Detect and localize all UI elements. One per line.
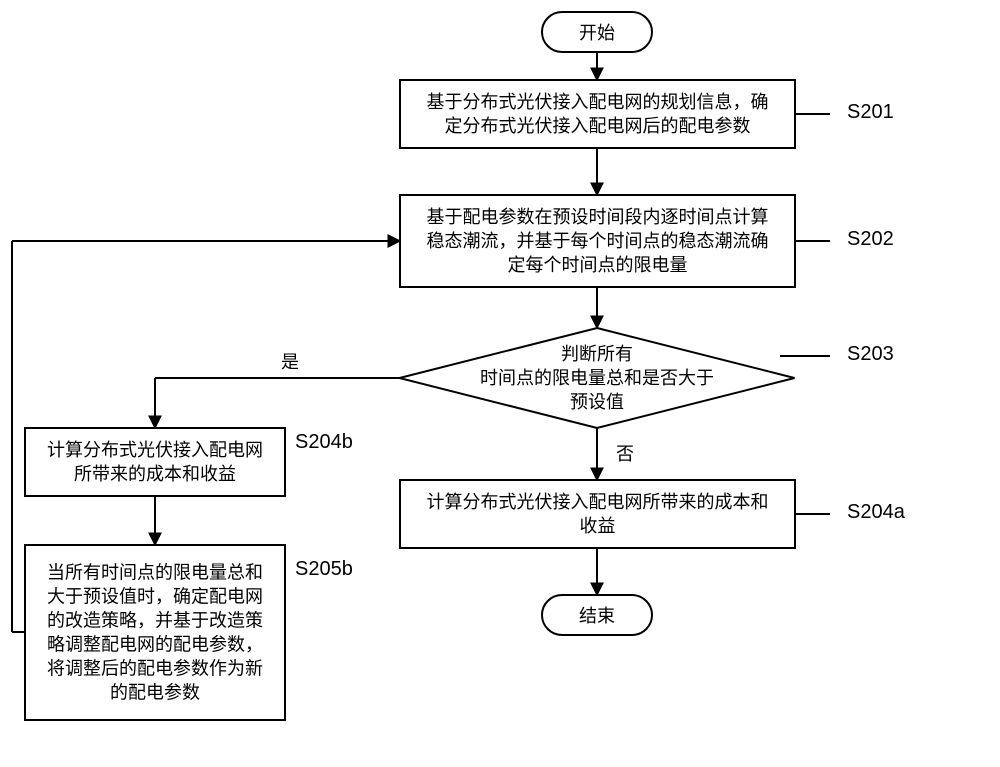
node-text: 计算分布式光伏接入配电网 (47, 440, 263, 460)
node-text: 的改造策略，并基于改造策 (47, 611, 263, 631)
s204b-step-label: S204b (295, 431, 353, 453)
node-text: 大于预设值时，确定配电网 (47, 587, 263, 607)
node-text: 定每个时间点的限电量 (508, 255, 688, 275)
s202-step-label: S202 (847, 228, 894, 250)
node-text: 所带来的成本和收益 (74, 464, 236, 484)
s205b-step-label: S205b (295, 558, 353, 580)
node-text: 稳态潮流，并基于每个时间点的稳态潮流确 (427, 231, 769, 251)
node-text: 预设值 (570, 392, 624, 412)
node-text: 略调整配电网的配电参数， (47, 635, 263, 655)
node-text: 判断所有 (561, 344, 633, 364)
s201 (400, 80, 795, 148)
node-text: 当所有时间点的限电量总和 (47, 563, 263, 583)
s203-step-label: S203 (847, 343, 894, 365)
s204a-step-label: S204a (847, 501, 906, 523)
node-text: 的配电参数 (110, 683, 200, 703)
node-text: 收益 (580, 516, 616, 536)
node-text: 定分布式光伏接入配电网后的配电参数 (445, 116, 751, 136)
edge-label: 是 (281, 352, 299, 372)
node-text: 将调整后的配电参数作为新 (47, 659, 263, 679)
node-text: 时间点的限电量总和是否大于 (480, 368, 714, 388)
s204b (25, 428, 285, 496)
edge-label: 否 (616, 444, 634, 464)
end-label: 结束 (579, 606, 615, 626)
node-text: 基于分布式光伏接入配电网的规划信息，确 (427, 92, 769, 112)
s204a (400, 480, 795, 548)
node-text: 计算分布式光伏接入配电网所带来的成本和 (427, 492, 769, 512)
node-text: 基于配电参数在预设时间段内逐时间点计算 (427, 207, 769, 227)
s201-step-label: S201 (847, 101, 894, 123)
start-label: 开始 (579, 23, 615, 43)
